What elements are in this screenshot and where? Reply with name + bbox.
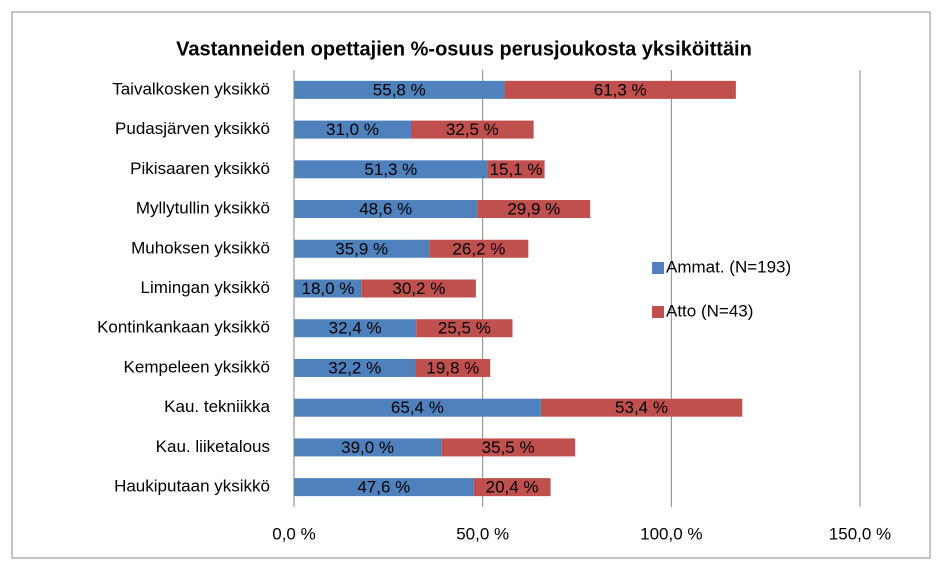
y-tick-label: Myllytullin yksikkö [136,199,270,218]
bar-segment [294,358,416,377]
legend-label: Ammat. (N=193) [666,257,791,276]
data-label: 55,8 % [373,80,426,99]
legend-label: Atto (N=43) [666,301,753,320]
y-tick-label: Kau. tekniikka [164,397,270,416]
data-label: 35,5 % [482,438,535,457]
bar-segment [415,358,491,377]
y-tick-label: Haukiputaan yksikkö [114,477,270,496]
data-label: 32,2 % [328,358,381,377]
data-label: 32,4 % [329,319,382,338]
bar-segment [361,279,476,298]
data-label: 26,2 % [452,239,505,258]
x-tick-label: 150,0 % [829,524,891,543]
data-label: 30,2 % [392,279,445,298]
data-label: 53,4 % [615,398,668,417]
bar-segment [473,478,551,497]
chart-title: Vastanneiden opettajien %-osuus perusjou… [176,38,752,60]
data-label: 29,9 % [507,200,560,219]
bar-segment [294,398,541,417]
bar-segment [441,438,576,457]
data-label: 25,5 % [438,319,491,338]
y-tick-label: Muhoksen yksikkö [131,238,270,257]
bar-segment [540,398,743,417]
y-tick-label: Pudasjärven yksikkö [115,119,270,138]
bar-segment [294,279,362,298]
bar-segment [504,80,736,99]
y-tick-label: Kontinkankaan yksikkö [97,318,270,337]
data-label: 35,9 % [335,239,388,258]
legend-swatch [652,306,664,318]
y-tick-label: Kau. liiketalous [156,437,270,456]
data-label: 18,0 % [301,279,354,298]
data-label: 61,3 % [594,80,647,99]
y-tick-label: Kempeleen yksikkö [124,357,270,376]
y-tick-label: Pikisaaren yksikkö [130,159,270,178]
data-label: 39,0 % [341,438,394,457]
bar-segment [294,120,411,139]
data-label: 32,5 % [446,120,499,139]
bar-segment [294,438,442,457]
bar-segment [294,239,430,258]
bar-segment [487,160,545,179]
data-label: 51,3 % [364,160,417,179]
x-tick-label: 50,0 % [456,524,509,543]
data-label: 31,0 % [326,120,379,139]
data-label: 48,6 % [359,200,412,219]
bar-segment [294,200,478,219]
data-label: 20,4 % [486,478,539,497]
bar-segment [294,319,417,338]
bar-segment [410,120,534,139]
x-tick-label: 100,0 % [640,524,702,543]
bar-segment [429,239,529,258]
bar-segment [416,319,513,338]
bar-segment [294,80,505,99]
y-tick-label: Taivalkosken yksikkö [112,79,270,98]
bar-segment [294,160,488,179]
data-label: 47,6 % [357,478,410,497]
y-tick-label: Limingan yksikkö [141,278,270,297]
bar-segment [294,478,474,497]
data-label: 65,4 % [391,398,444,417]
bar-segment [477,200,591,219]
data-label: 19,8 % [426,358,479,377]
legend-swatch [652,262,664,274]
x-tick-label: 0,0 % [272,524,315,543]
data-label: 15,1 % [490,160,543,179]
